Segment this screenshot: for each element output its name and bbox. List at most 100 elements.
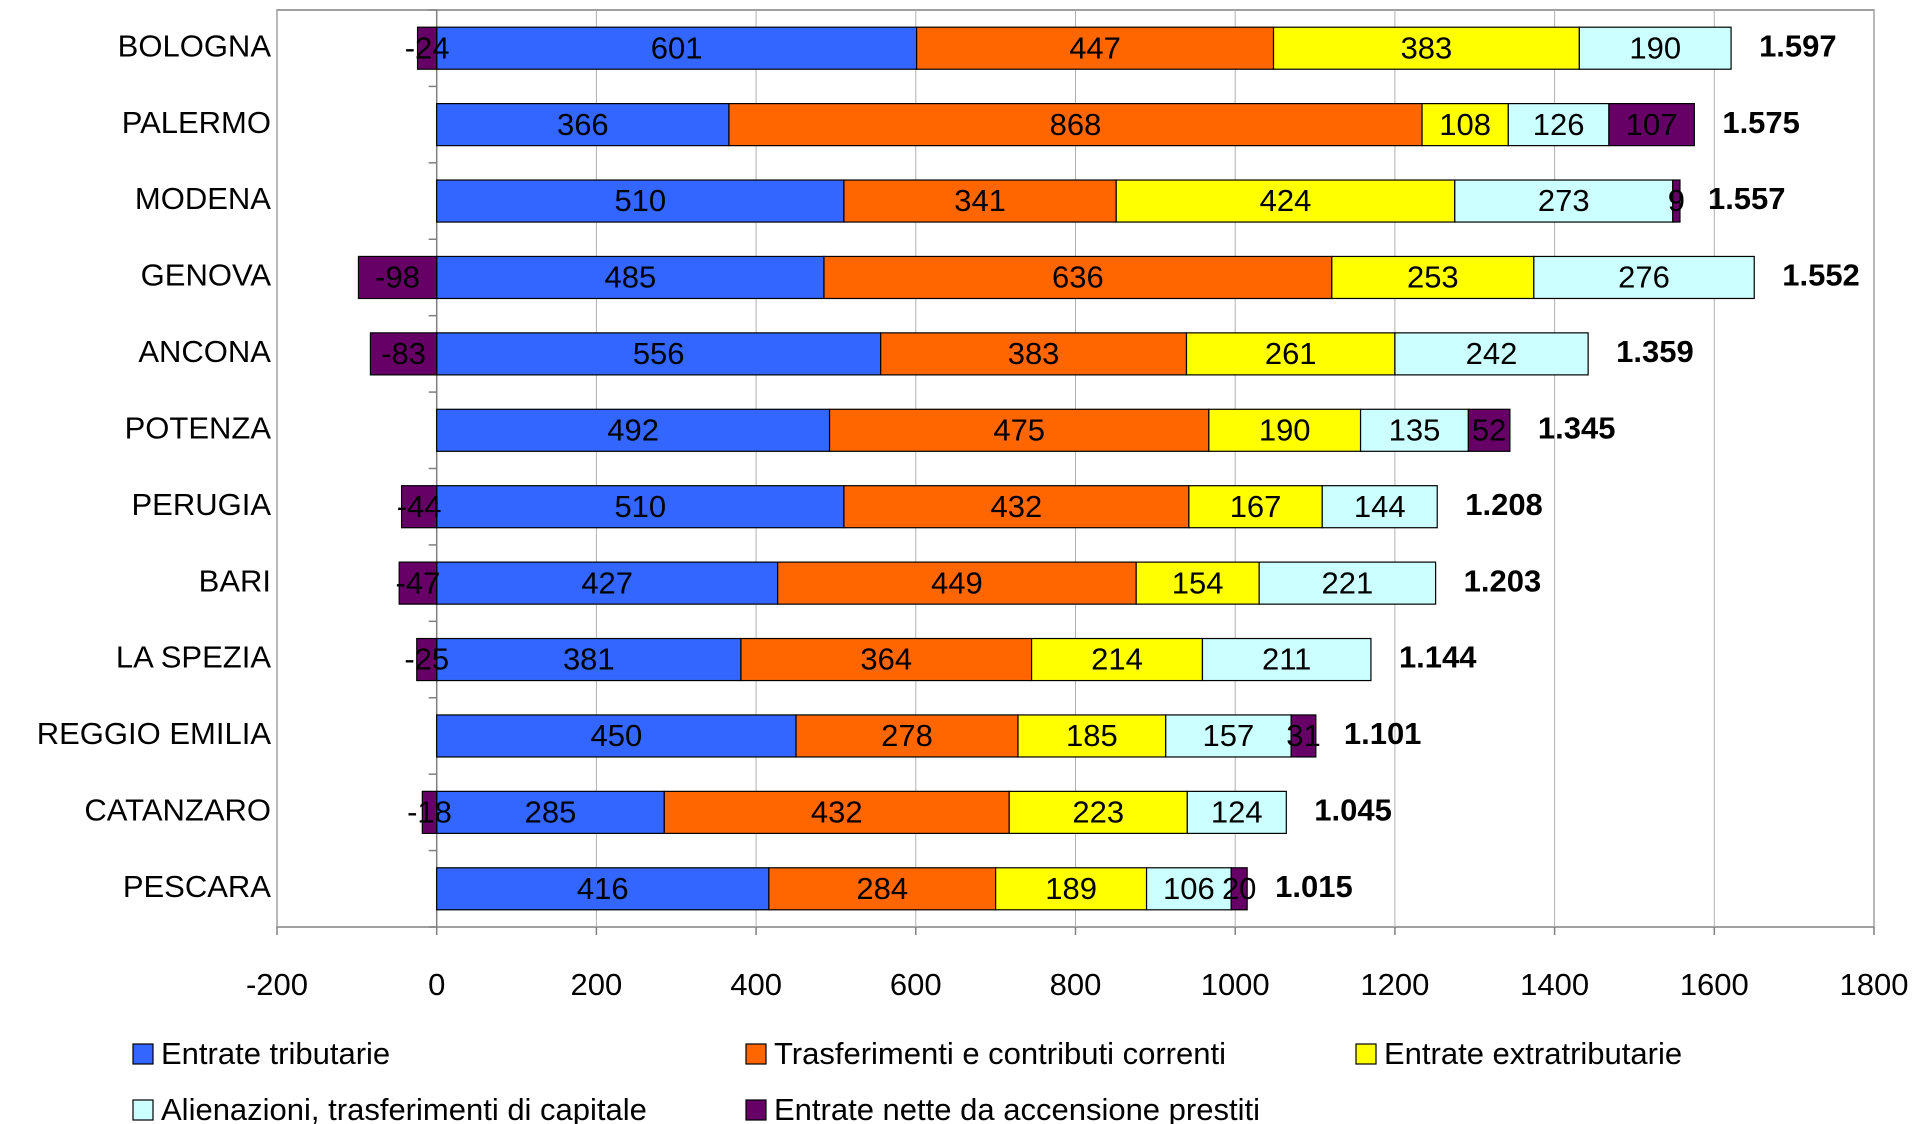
legend-swatch	[745, 1043, 767, 1065]
value-label: 157	[1203, 718, 1255, 753]
total-label: 1.045	[1314, 793, 1392, 828]
x-tick-label: 1600	[1680, 967, 1749, 1002]
bar-segment	[1321, 485, 1438, 529]
x-tick-label: 1000	[1201, 967, 1270, 1002]
y-tick-label: MODENA	[135, 181, 271, 216]
value-label: 285	[525, 795, 577, 830]
y-tick-label: BOLOGNA	[118, 28, 272, 63]
bar-segment	[823, 255, 1333, 300]
y-tick-label: PALERMO	[122, 105, 271, 140]
legend-swatch	[132, 1043, 154, 1065]
x-tick-label: 600	[890, 967, 942, 1002]
value-label: 432	[811, 795, 863, 830]
value-label: 20	[1222, 871, 1256, 906]
value-label: 636	[1052, 260, 1104, 295]
value-label: 107	[1626, 107, 1678, 142]
total-label: 1.144	[1399, 640, 1477, 675]
value-label: 475	[993, 412, 1045, 447]
value-label: 221	[1322, 565, 1374, 600]
legend-label: Trasferimenti e contributi correnti	[774, 1036, 1226, 1071]
bar-segment	[416, 26, 438, 70]
bar-segment	[795, 714, 1019, 758]
total-label: 1.015	[1275, 869, 1353, 904]
value-label: 214	[1091, 642, 1143, 677]
value-label: 366	[557, 107, 609, 142]
bar-segment	[1359, 408, 1469, 452]
bar-segment	[398, 561, 438, 605]
y-tick-label: PESCARA	[123, 869, 271, 904]
value-label: 341	[954, 183, 1006, 218]
bar-segment	[1672, 179, 1681, 223]
value-label: 278	[881, 718, 933, 753]
bar-segment	[421, 790, 438, 834]
y-tick-label: LA SPEZIA	[116, 640, 271, 675]
bar-segment	[436, 561, 779, 605]
value-label: 261	[1265, 336, 1317, 371]
value-label: 284	[856, 871, 908, 906]
value-label: 492	[607, 412, 659, 447]
bar-segment	[1201, 637, 1372, 682]
legend-label: Alienazioni, trasferimenti di capitale	[161, 1092, 647, 1124]
total-label: 1.208	[1465, 487, 1543, 522]
bar-segment	[915, 26, 1275, 70]
bar-segment	[1533, 255, 1755, 300]
value-label: 381	[563, 642, 615, 677]
value-label: 52	[1472, 412, 1506, 447]
value-label: 273	[1538, 183, 1590, 218]
bar-segment	[1186, 790, 1287, 834]
value-label: -24	[405, 30, 450, 65]
bar-segment	[1454, 179, 1674, 223]
bar-segment	[1008, 790, 1188, 834]
legend-swatch	[132, 1099, 154, 1121]
value-label: 485	[604, 260, 656, 295]
value-label: -44	[397, 489, 442, 524]
value-label: 276	[1618, 260, 1670, 295]
y-tick-label: GENOVA	[141, 258, 272, 293]
x-tick-label: 0	[428, 967, 445, 1002]
value-label: 364	[860, 642, 912, 677]
bar-segment	[1290, 714, 1317, 758]
bar-segment	[1230, 867, 1248, 911]
legend-label: Entrate tributarie	[161, 1036, 390, 1071]
bar-segment	[436, 790, 665, 834]
bar-segment	[843, 179, 1117, 223]
x-tick-label: 800	[1050, 967, 1102, 1002]
value-label: 223	[1072, 795, 1124, 830]
value-label: 427	[581, 565, 633, 600]
value-label: -98	[375, 260, 420, 295]
total-label: 1.101	[1344, 716, 1422, 751]
y-tick-label: PERUGIA	[131, 487, 271, 522]
value-label: 510	[614, 183, 666, 218]
value-label: 242	[1466, 336, 1518, 371]
x-tick-label: 1200	[1360, 967, 1429, 1002]
bar-segment	[436, 867, 770, 911]
bar-segment	[1421, 103, 1509, 147]
bar-segment	[1030, 637, 1204, 682]
bar-segment	[1258, 561, 1437, 605]
bar-segment	[436, 332, 882, 376]
bar-segment	[1394, 332, 1589, 376]
value-label: 189	[1045, 871, 1097, 906]
value-label: 190	[1629, 30, 1681, 65]
bar-segment	[1272, 26, 1580, 70]
legend-label: Entrate nette da accensione prestiti	[774, 1092, 1260, 1124]
bar-segment	[828, 408, 1210, 452]
value-label: -47	[396, 565, 441, 600]
x-tick-label: 1400	[1520, 967, 1589, 1002]
bar-segment	[995, 867, 1148, 911]
total-label: 1.575	[1722, 105, 1800, 140]
y-tick-label: BARI	[199, 563, 271, 598]
value-label: 185	[1066, 718, 1118, 753]
value-label: 432	[991, 489, 1043, 524]
total-label: 1.557	[1708, 181, 1786, 216]
y-tick-label: REGGIO EMILIA	[37, 716, 272, 751]
total-label: 1.597	[1759, 28, 1837, 63]
bar-segment	[436, 485, 845, 529]
bar-segment	[1608, 103, 1695, 147]
y-tick-label: POTENZA	[125, 410, 272, 445]
y-tick-label: CATANZARO	[84, 793, 271, 828]
bar-segment	[357, 255, 438, 300]
legend-swatch	[1355, 1043, 1377, 1065]
bar-segment	[1145, 867, 1232, 911]
